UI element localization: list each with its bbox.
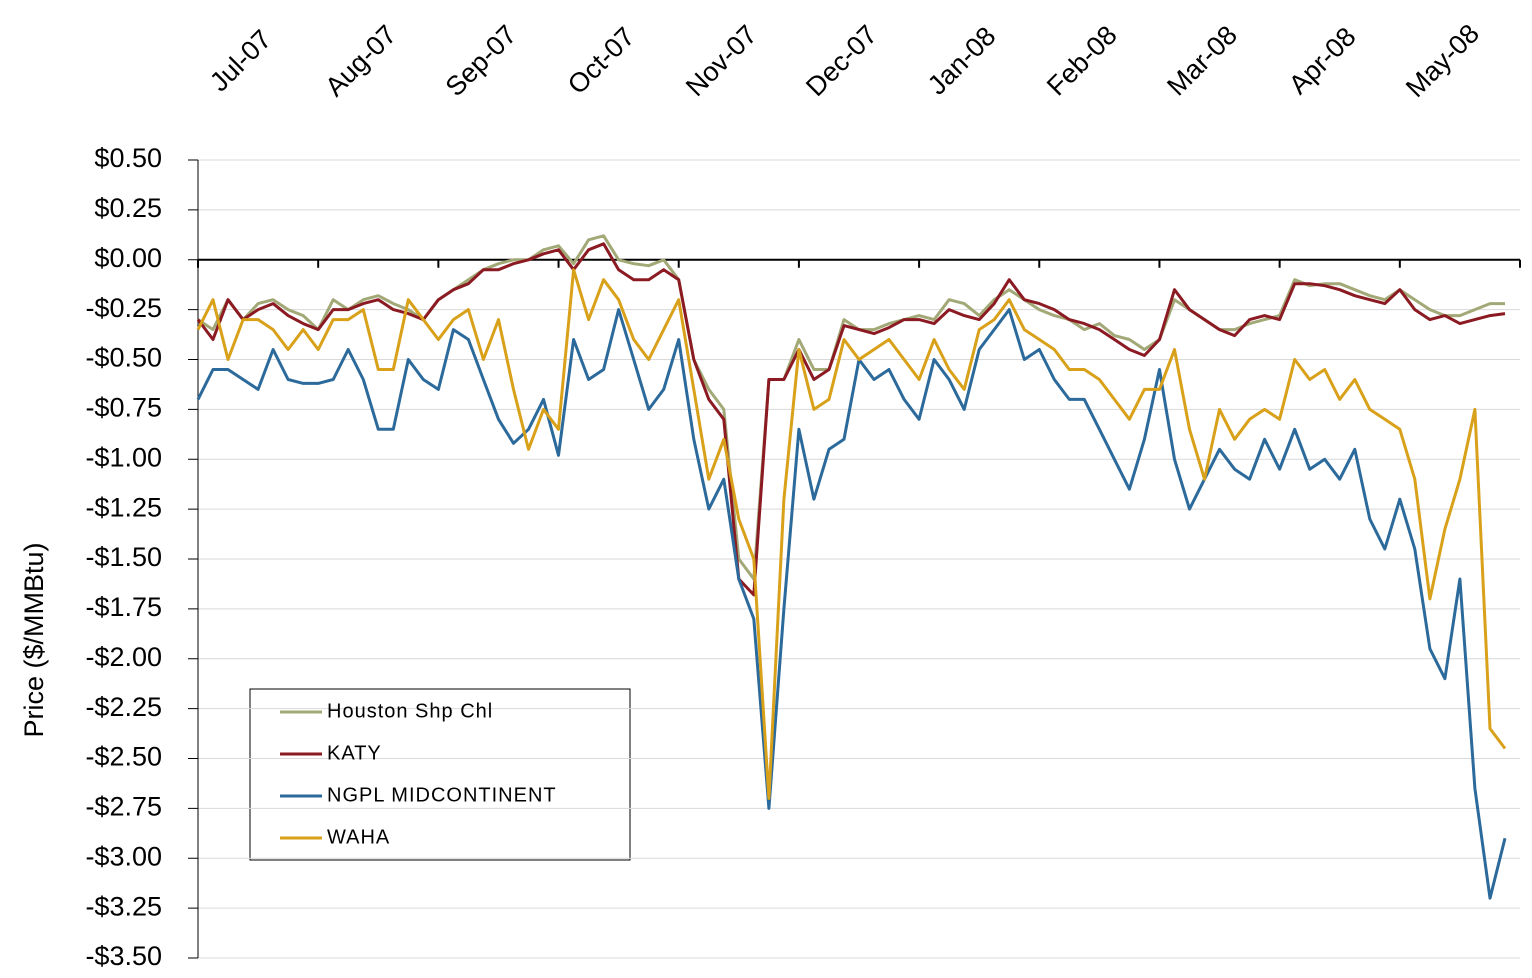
y-tick-label: -$1.50	[85, 542, 162, 572]
legend-label: NGPL MIDCONTINENT	[327, 784, 557, 806]
y-axis-label: Price ($/MMBtu)	[19, 542, 49, 737]
y-tick-label: -$1.00	[85, 442, 162, 472]
y-tick-label: -$0.50	[85, 343, 162, 373]
x-tick-label: Jul-07	[204, 24, 277, 97]
y-tick-label: -$3.50	[85, 941, 162, 971]
x-tick-label: Sep-07	[440, 19, 523, 102]
series-line	[196, 242, 1506, 597]
y-tick-label: $0.50	[94, 143, 162, 173]
x-tick-label: Nov-07	[680, 19, 763, 102]
x-tick-label: Apr-08	[1283, 21, 1362, 100]
series-line	[196, 268, 1507, 800]
y-tick-label: $0.25	[94, 193, 162, 223]
x-tick-label: Oct-07	[562, 21, 641, 100]
x-tick-label: Jan-08	[922, 21, 1002, 101]
legend-label: KATY	[327, 742, 382, 764]
series-line	[196, 308, 1507, 900]
y-tick-label: -$2.50	[85, 742, 162, 772]
x-tick-label: Aug-07	[319, 19, 402, 102]
y-tick-label: -$0.75	[85, 393, 162, 423]
x-tick-label: Mar-08	[1161, 20, 1243, 102]
y-tick-label: $0.00	[94, 243, 162, 273]
legend-label: Houston Shp Chl	[327, 700, 493, 722]
y-tick-label: -$3.25	[85, 891, 162, 921]
y-tick-label: -$0.25	[85, 293, 162, 323]
y-tick-label: -$1.25	[85, 492, 162, 522]
x-tick-label: May-08	[1400, 18, 1485, 103]
series-line	[197, 234, 1505, 581]
y-tick-label: -$1.75	[85, 592, 162, 622]
y-tick-label: -$2.25	[85, 692, 162, 722]
legend-label: WAHA	[327, 826, 390, 848]
x-tick-label: Feb-08	[1041, 20, 1123, 102]
legend-box	[249, 688, 631, 861]
x-tick-label: Dec-07	[800, 19, 883, 102]
y-tick-label: -$2.00	[85, 642, 162, 672]
y-tick-label: -$2.75	[85, 792, 162, 822]
y-tick-label: -$3.00	[85, 841, 162, 871]
